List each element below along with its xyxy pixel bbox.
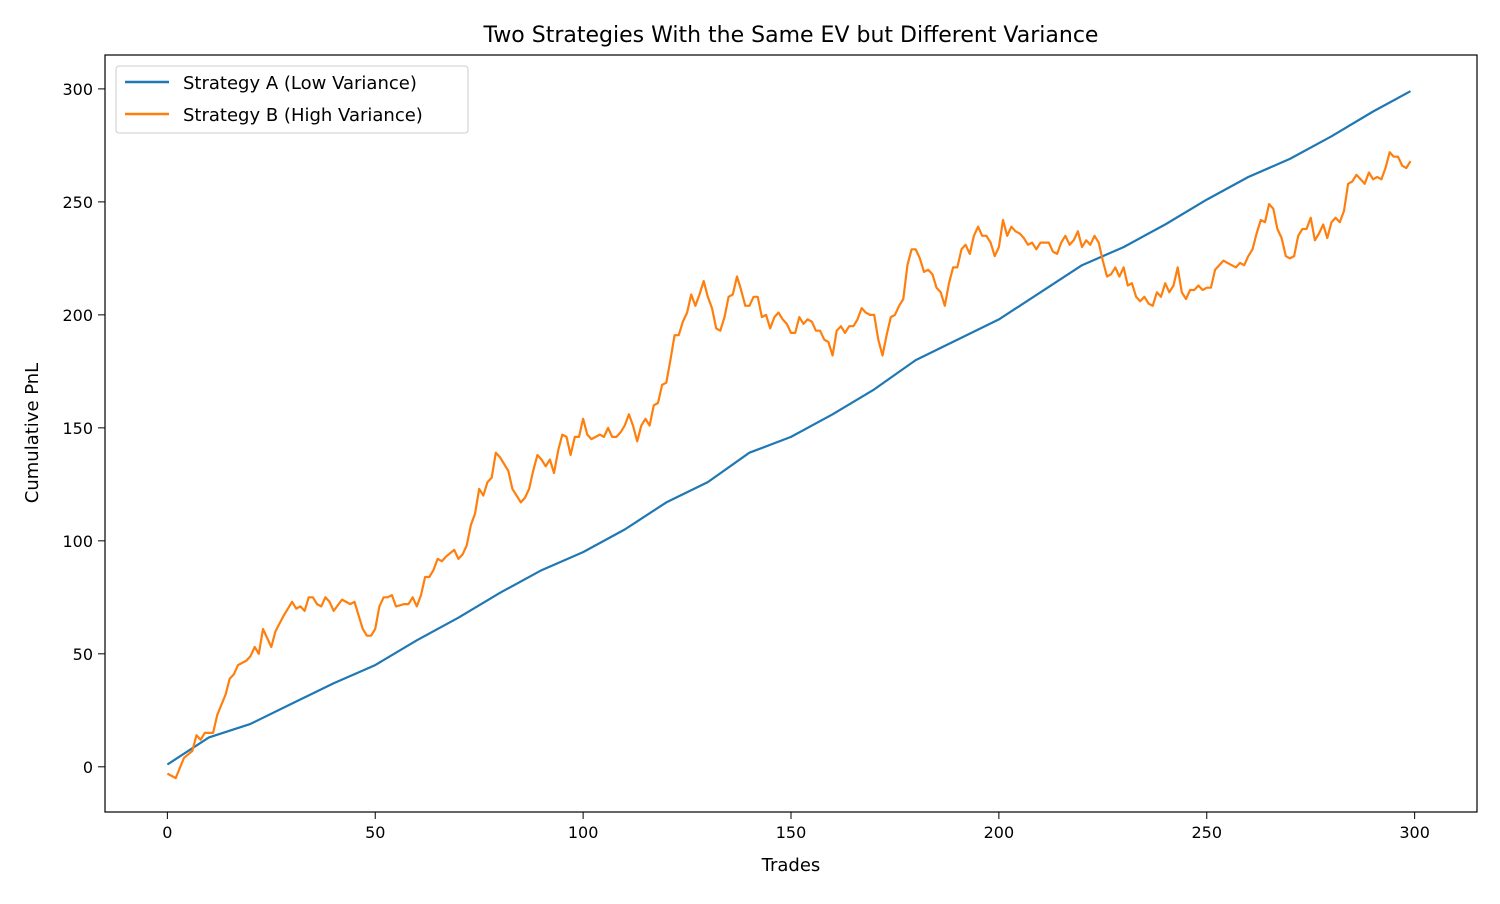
x-tick-label: 0 [162,823,172,842]
chart-title: Two Strategies With the Same EV but Diff… [483,23,1099,48]
legend-label-a: Strategy A (Low Variance) [183,73,417,94]
series-line-strategy-b [166,151,1412,780]
legend-label-b: Strategy B (High Variance) [183,105,423,126]
y-tick-label: 200 [62,306,93,325]
x-axis: 0 50 100 150 200 250 300 [162,812,1430,842]
legend-box [115,65,469,134]
x-axis-label: Trades [761,855,821,876]
y-tick-label: 0 [83,758,93,777]
x-tick-label: 50 [365,823,385,842]
legend: Strategy A (Low Variance) Strategy B (Hi… [115,65,469,134]
y-tick-label: 150 [62,419,93,438]
y-axis-label: Cumulative PnL [22,363,43,503]
y-tick-label: 300 [62,80,93,99]
x-tick-label: 200 [984,823,1015,842]
x-tick-label: 250 [1191,823,1222,842]
x-tick-label: 150 [776,823,807,842]
y-axis: 0 50 100 150 200 250 300 [62,80,105,777]
y-tick-label: 250 [62,193,93,212]
axes-frame [104,54,1478,813]
y-tick-label: 50 [73,645,93,664]
series-line-strategy-a [166,90,1412,766]
plot-area [166,90,1412,780]
y-tick-label: 100 [62,532,93,551]
x-tick-label: 300 [1399,823,1430,842]
x-tick-label: 100 [568,823,599,842]
